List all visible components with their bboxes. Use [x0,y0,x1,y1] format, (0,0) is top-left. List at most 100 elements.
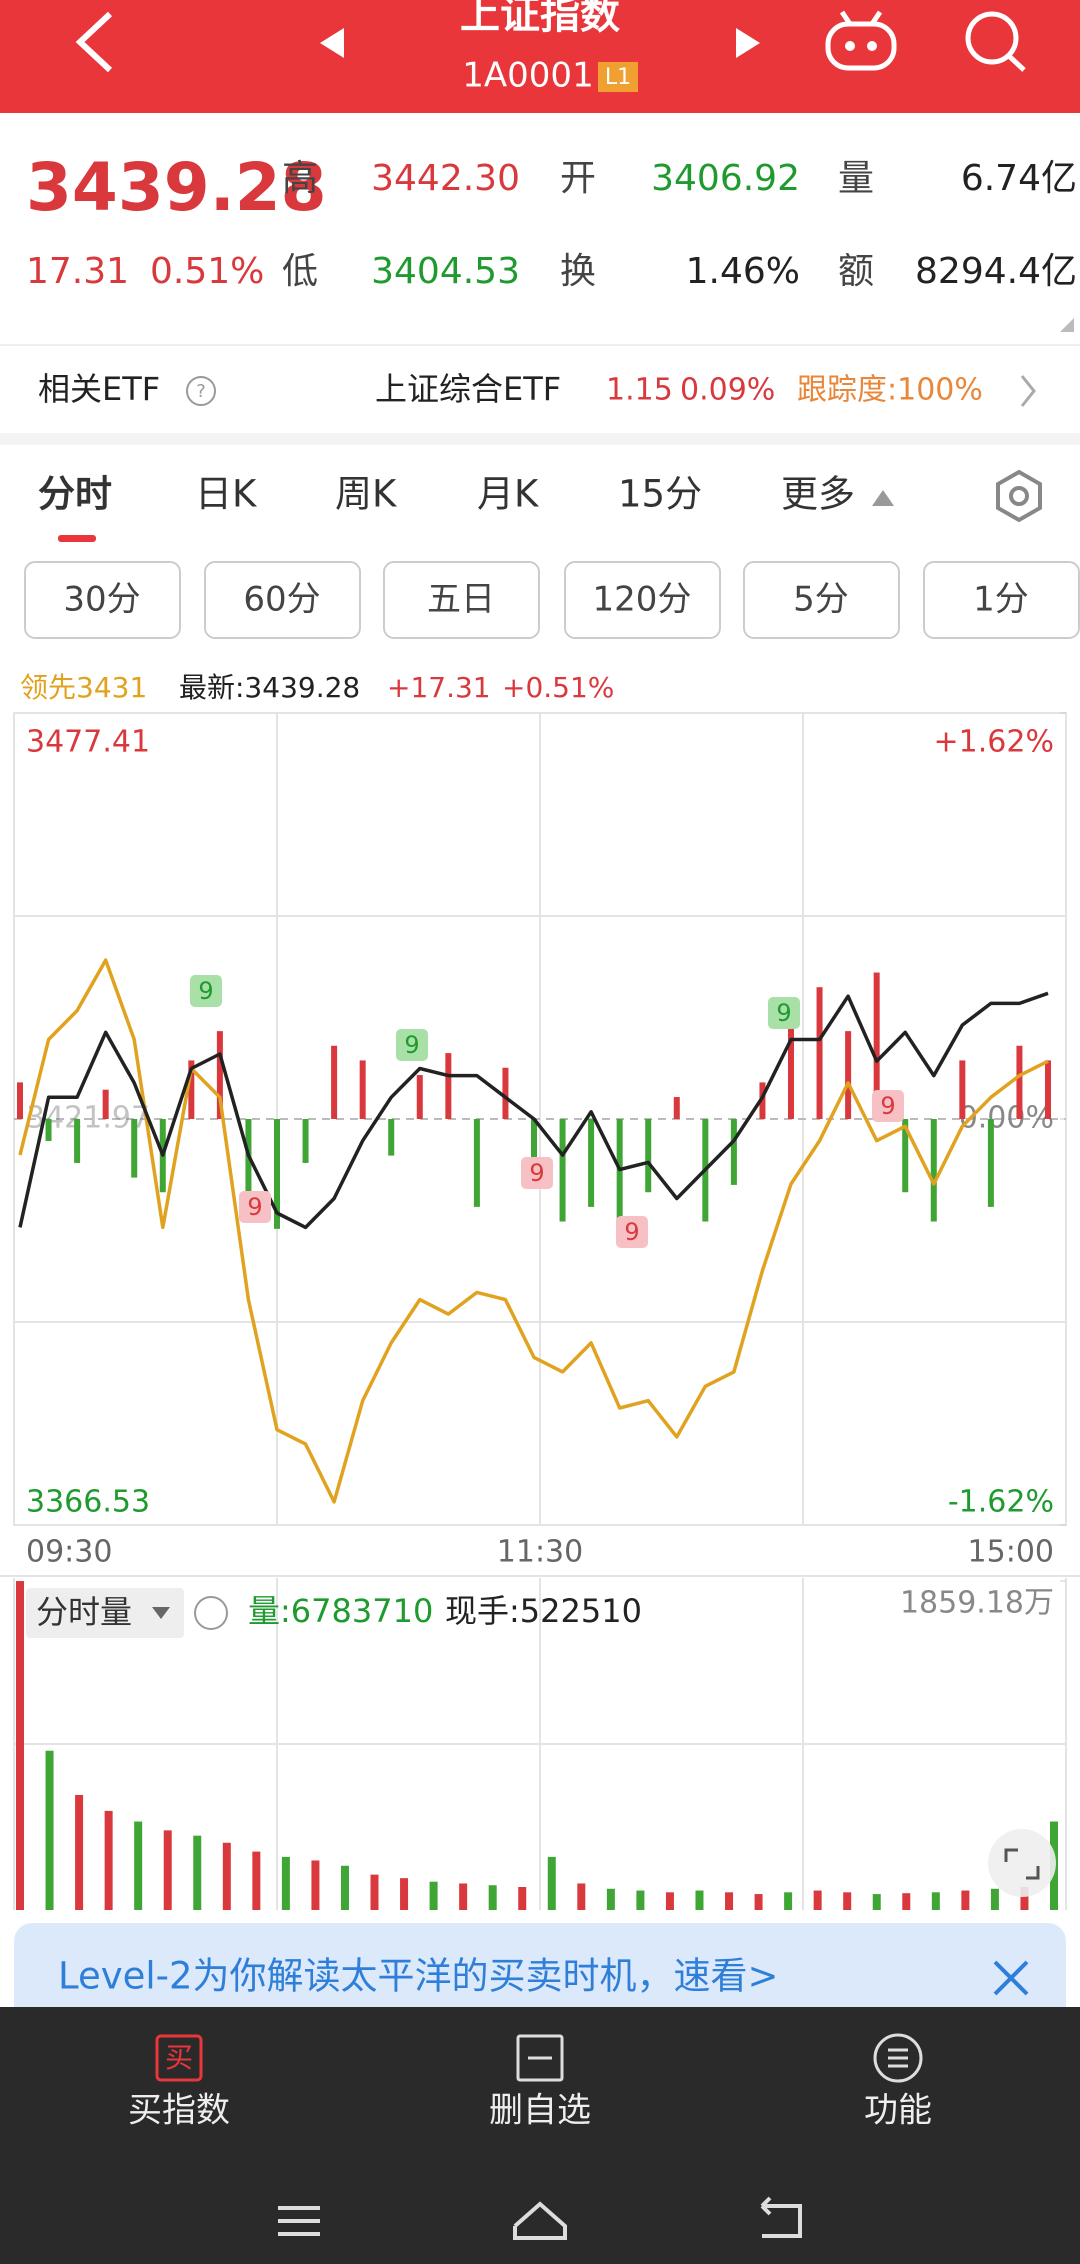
sub-tab-box[interactable] [383,561,540,639]
signal-label: 9 [776,999,791,1027]
volume-bar [488,1885,497,1910]
flow-bar [17,1082,23,1119]
etf-arrow[interactable] [1020,375,1036,407]
robot-icon[interactable] [825,10,897,71]
volume-bar [459,1883,468,1910]
sub-tab[interactable]: 30分 [63,580,140,620]
flow-bar [959,1060,966,1119]
nav-item[interactable]: 功能 [864,2091,932,2131]
flow-bar [730,1119,737,1185]
flow-bar [873,972,880,1119]
field-label: 换 [560,251,596,292]
expand-glyph [1004,1848,1018,1862]
y-tick-label: 3477.41 [26,725,150,760]
flow-bar [331,1045,338,1119]
flow-bar [531,1119,537,1178]
volume-bar [547,1856,556,1910]
nav-item[interactable]: 删自选 [489,2091,591,2131]
next-button[interactable] [736,28,760,58]
etf-price: 1.15 [606,373,673,408]
signal-label: 9 [404,1031,419,1059]
volume-bar [813,1890,822,1910]
nav-item[interactable]: 买指数 [128,2091,230,2131]
sub-tab-box[interactable] [564,561,721,639]
expand-button[interactable] [988,1829,1056,1897]
sub-tab-box[interactable] [204,561,361,639]
more-arrow[interactable] [872,490,894,506]
field-label: 低 [282,251,318,292]
back-button[interactable] [75,11,113,73]
corner-mark [1060,318,1074,332]
prev-button[interactable] [320,28,344,58]
flow-bar [559,1119,566,1222]
volume-bar [665,1892,674,1910]
sys-home[interactable] [513,2201,567,2240]
sub-tab-box[interactable] [923,561,1080,639]
sys-back[interactable] [760,2196,802,2238]
volume-bar [340,1865,349,1910]
code: 1A0001 [462,56,593,96]
info-icon[interactable] [186,376,216,406]
field-label: 额 [838,251,874,292]
signal-label: 9 [624,1218,639,1246]
y-tick-label: 3366.53 [26,1485,150,1520]
y2-tick-label: +1.62% [934,725,1054,760]
dropdown-arrow [152,1607,170,1619]
banner-text[interactable]: Level-2为你解读太平洋的买卖时机，速看> [58,1955,779,1998]
volume-bar [1020,1886,1029,1910]
price-line [18,991,1049,1230]
tab[interactable]: 周K [335,473,398,516]
volume-selector[interactable] [26,1588,184,1638]
banner-close[interactable] [993,1960,1029,1996]
settings-icon[interactable] [996,469,1042,523]
tab[interactable]: 更多 [781,473,855,516]
banner[interactable] [14,1923,1066,2033]
sub-tab-box[interactable] [743,561,900,639]
tab[interactable]: 分时 [38,473,112,516]
flow-bar [588,1119,595,1207]
field-label: 高 [282,158,318,199]
sub-tab[interactable]: 1分 [973,580,1029,620]
badge-bg [598,62,638,92]
signal-marker [396,1029,428,1061]
badge: L1 [605,65,631,90]
flow-bar [759,1082,766,1119]
info-icon[interactable] [194,1596,228,1630]
volume-bar [16,1581,24,1910]
tab-indicator [58,535,96,542]
search-icon[interactable] [965,11,1026,72]
time-label: 09:30 [26,1535,112,1570]
signal-marker [190,975,222,1007]
volume-bar [872,1894,881,1910]
info-glyph: ? [196,381,206,402]
volume-bar [725,1892,734,1910]
y2-tick-label: 0.00% [959,1101,1054,1136]
etf-tracking: 跟踪度:100% [797,373,983,408]
flow-bar [845,1031,852,1119]
divider [0,433,1080,445]
etf-label: 相关ETF [38,370,160,408]
tab[interactable]: 日K [195,473,258,516]
time-label: 15:00 [968,1535,1054,1570]
signal-label: 9 [198,977,213,1005]
volume-bar [606,1888,615,1910]
field-value: 3406.92 [651,158,800,199]
sub-tab[interactable]: 60分 [243,580,320,620]
volume-bar [990,1888,999,1910]
signal-label: 9 [880,1092,895,1120]
volume-bar [902,1893,911,1910]
tab[interactable]: 月K [477,473,540,516]
volume-bar [518,1886,527,1910]
etf-name[interactable]: 上证综合ETF [375,370,561,408]
sub-tab[interactable]: 五日 [427,580,495,620]
legend-item: +0.51% [502,671,614,704]
sub-tab[interactable]: 120分 [593,580,692,620]
flow-bar [359,1060,366,1119]
tab[interactable]: 15分 [618,473,702,516]
volume-title[interactable]: 分时量 [36,1593,132,1631]
flow-bar [45,1119,52,1141]
legend-item: 最新:3439.28 [179,671,360,704]
sub-tab-box[interactable] [24,561,181,639]
sub-tab[interactable]: 5分 [793,580,849,620]
